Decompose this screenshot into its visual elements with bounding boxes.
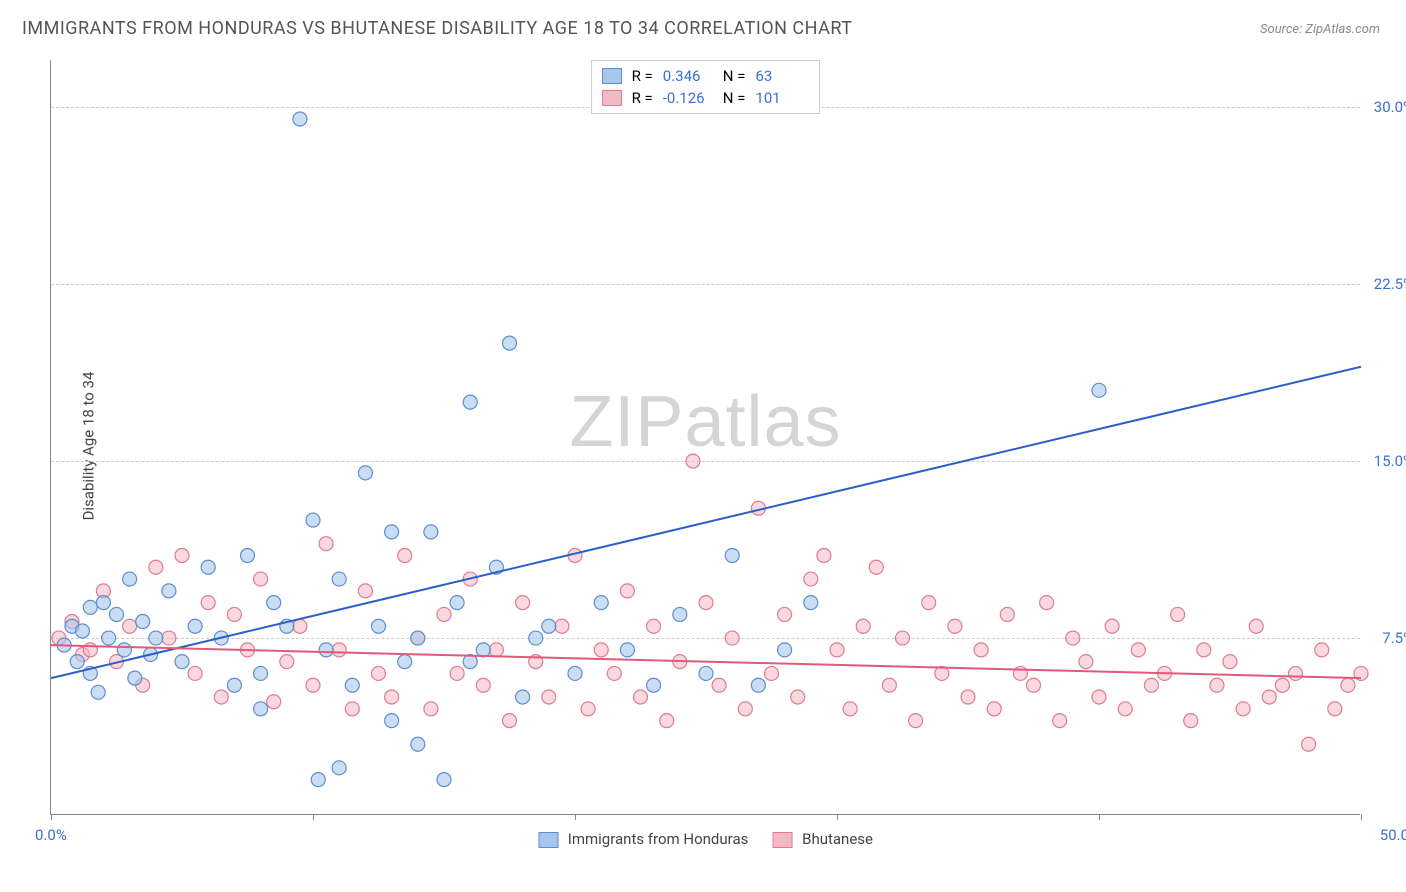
n-label: N = [723, 67, 746, 85]
legend-label-bhutanese: Bhutanese [802, 830, 873, 848]
x-end-label: 50.0% [1380, 826, 1406, 844]
legend-item-honduras: Immigrants from Honduras [538, 830, 748, 848]
legend-swatch-honduras-bottom [538, 832, 558, 848]
n-value-bhutanese: 101 [755, 89, 805, 107]
legend-swatch-bhutanese [602, 90, 622, 106]
legend-bottom: Immigrants from Honduras Bhutanese [538, 830, 873, 848]
x-origin-label: 0.0% [35, 826, 67, 844]
legend-label-honduras: Immigrants from Honduras [568, 830, 749, 848]
n-label: N = [723, 89, 746, 107]
chart-title: IMMIGRANTS FROM HONDURAS VS BHUTANESE DI… [22, 18, 853, 39]
legend-swatch-bhutanese-bottom [772, 832, 792, 848]
legend-row-bhutanese: R = -0.126 N = 101 [602, 87, 806, 109]
scatter-svg [51, 60, 1360, 814]
r-label: R = [632, 89, 653, 107]
legend-item-bhutanese: Bhutanese [772, 830, 873, 848]
legend-swatch-honduras [602, 68, 622, 84]
r-value-bhutanese: -0.126 [663, 89, 713, 107]
source-attribution: Source: ZipAtlas.com [1260, 22, 1380, 37]
legend-stats-box: R = 0.346 N = 63 R = -0.126 N = 101 [591, 60, 821, 114]
r-label: R = [632, 67, 653, 85]
legend-row-honduras: R = 0.346 N = 63 [602, 65, 806, 87]
plot-area: ZIPatlas 7.5%15.0%22.5%30.0% 0.0% 50.0% … [50, 60, 1360, 815]
r-value-honduras: 0.346 [663, 67, 713, 85]
n-value-honduras: 63 [755, 67, 805, 85]
